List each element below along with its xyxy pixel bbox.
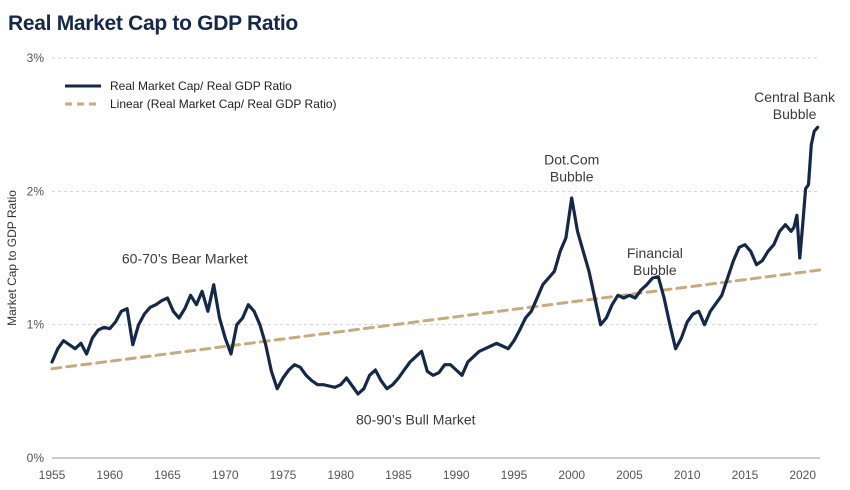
legend-label-ratio: Real Market Cap/ Real GDP Ratio <box>110 79 292 93</box>
x-tick-label: 1980 <box>327 468 354 482</box>
legend-label-trend: Linear (Real Market Cap/ Real GDP Ratio) <box>110 97 337 111</box>
x-tick-label: 1970 <box>212 468 239 482</box>
legend: Real Market Cap/ Real GDP Ratio Linear (… <box>65 79 337 111</box>
y-tick-label: 1% <box>27 318 45 332</box>
y-axis-ticks: 0% 1% 2% 3% <box>27 51 45 465</box>
x-tick-label: 1955 <box>39 468 66 482</box>
x-tick-label: 1965 <box>154 468 181 482</box>
y-tick-label: 3% <box>27 51 45 65</box>
y-tick-label: 0% <box>27 451 45 465</box>
annotations: 60-70’s Bear Market 80-90’s Bull Market Do… <box>122 89 836 428</box>
series-group <box>50 125 822 396</box>
y-axis-label: Market Cap to GDP Ratio <box>5 190 19 326</box>
x-tick-label: 2000 <box>558 468 585 482</box>
annotation-label: Financial Bubble <box>627 245 683 278</box>
x-tick-label: 1960 <box>96 468 123 482</box>
x-axis-ticks: 1955 1960 1965 1970 1975 1980 1985 1990 1995 2000… <box>39 468 817 482</box>
x-tick-label: 1990 <box>443 468 470 482</box>
y-tick-label: 2% <box>27 184 45 198</box>
annotation-label: 80-90’s Bull Market <box>356 412 476 428</box>
ratio-line <box>50 125 820 396</box>
x-tick-label: 2020 <box>789 468 816 482</box>
annotation-label: Central Bank Bubble <box>754 89 836 122</box>
x-tick-label: 2015 <box>732 468 759 482</box>
chart-title: Real Market Cap to GDP Ratio <box>8 12 298 35</box>
annotation-label: 60-70’s Bear Market <box>122 250 248 266</box>
gridlines <box>52 57 820 459</box>
x-tick-label: 2005 <box>616 468 643 482</box>
x-tick-label: 1975 <box>270 468 297 482</box>
annotation-label: Dot.Com Bubble <box>544 152 599 185</box>
trend-line <box>50 268 822 371</box>
x-tick-label: 2010 <box>674 468 701 482</box>
x-tick-label: 1995 <box>501 468 528 482</box>
x-tick-label: 1985 <box>385 468 412 482</box>
